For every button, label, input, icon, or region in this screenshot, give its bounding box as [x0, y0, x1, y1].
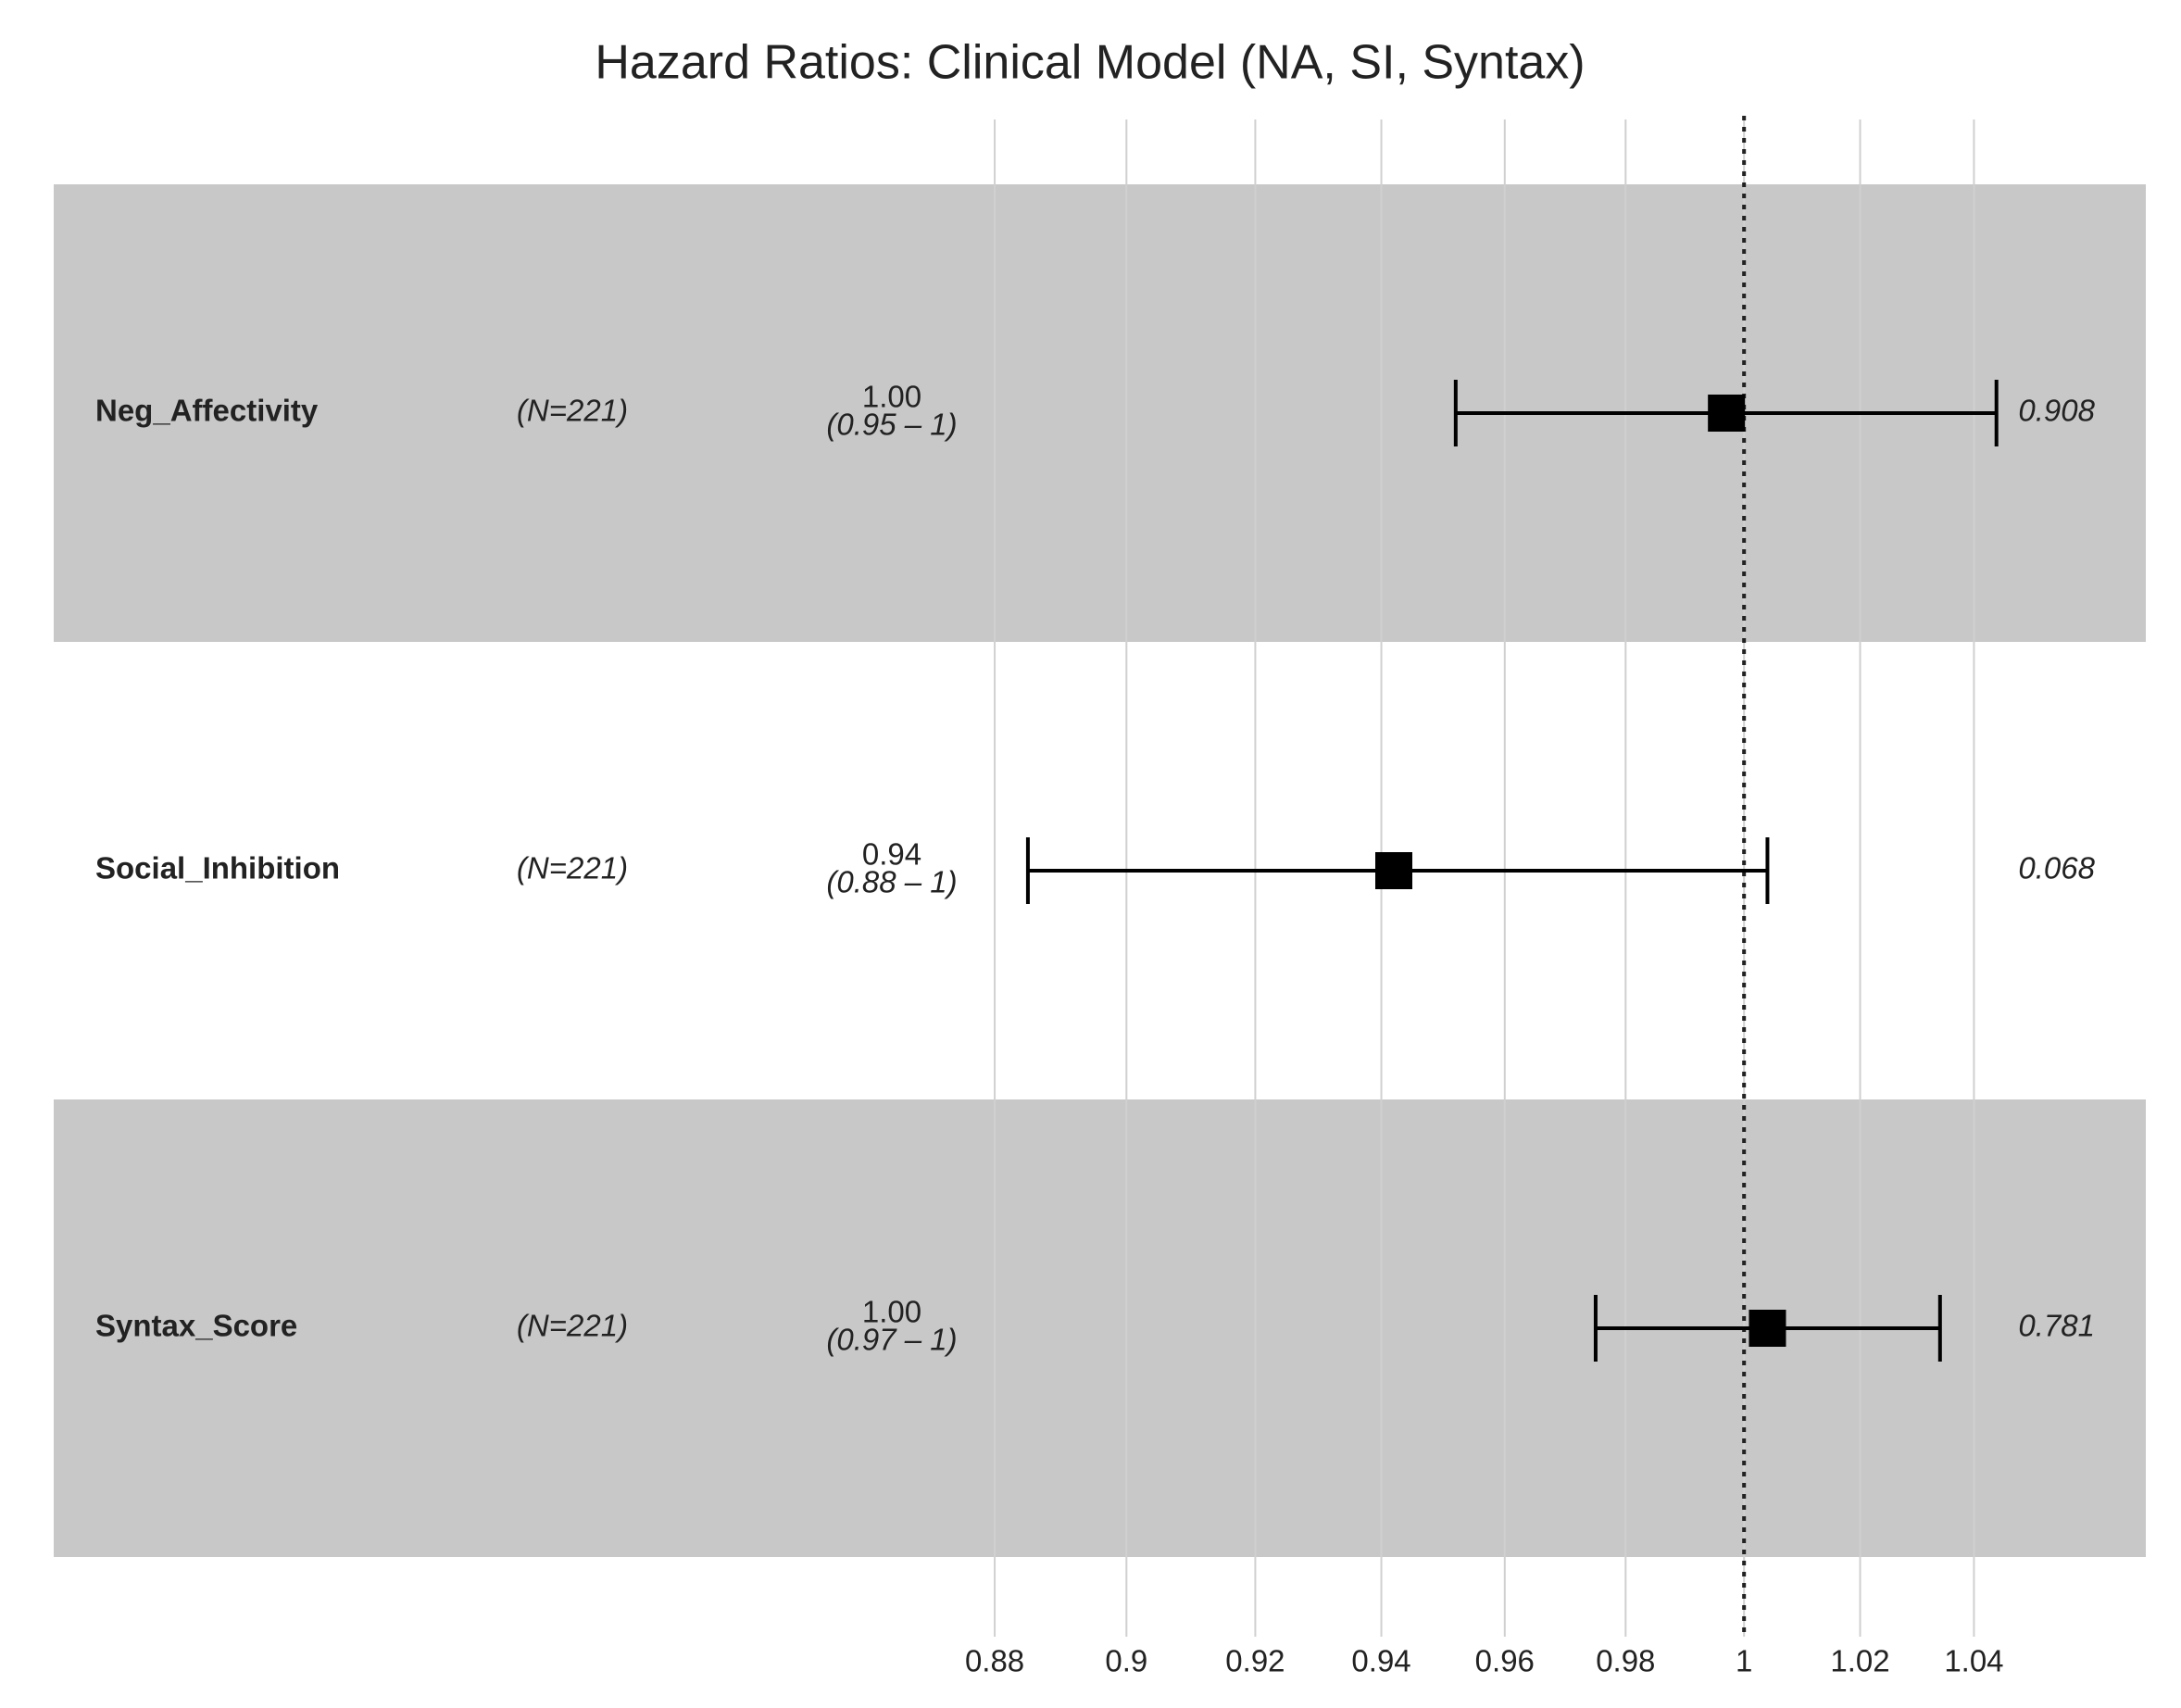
row-label: Syntax_Score — [95, 1309, 297, 1343]
p-value: 0.908 — [2018, 394, 2095, 428]
estimate-box — [1749, 1310, 1786, 1347]
x-tick-label: 1.02 — [1830, 1644, 1889, 1678]
estimate-box — [1708, 395, 1746, 432]
estimate-label: 1.00 — [862, 1295, 921, 1329]
x-tick-label: 0.96 — [1475, 1644, 1535, 1678]
estimate-label: 0.94 — [862, 837, 921, 872]
n-label: (N=221) — [517, 394, 628, 428]
x-tick-label: 0.88 — [965, 1644, 1024, 1678]
x-tick-label: 0.94 — [1351, 1644, 1410, 1678]
x-tick-label: 0.98 — [1596, 1644, 1655, 1678]
ci-label: (0.97 – 1) — [826, 1323, 957, 1357]
chart-title: Hazard Ratios: Clinical Model (NA, SI, S… — [595, 36, 1585, 90]
x-tick-label: 0.9 — [1105, 1644, 1147, 1678]
row-label: Social_Inhibition — [95, 851, 340, 885]
x-tick-label: 1.04 — [1944, 1644, 2003, 1678]
estimate-box — [1374, 852, 1412, 889]
p-value: 0.068 — [2018, 851, 2095, 885]
row-label: Neg_Affectivity — [95, 394, 319, 428]
p-value: 0.781 — [2018, 1309, 2095, 1343]
n-label: (N=221) — [517, 1309, 628, 1343]
n-label: (N=221) — [517, 851, 628, 885]
estimate-label: 1.00 — [862, 380, 921, 414]
x-tick-label: 1 — [1736, 1644, 1752, 1678]
x-tick-label: 0.92 — [1225, 1644, 1285, 1678]
ci-label: (0.95 – 1) — [826, 408, 957, 442]
ci-label: (0.88 – 1) — [826, 865, 957, 899]
